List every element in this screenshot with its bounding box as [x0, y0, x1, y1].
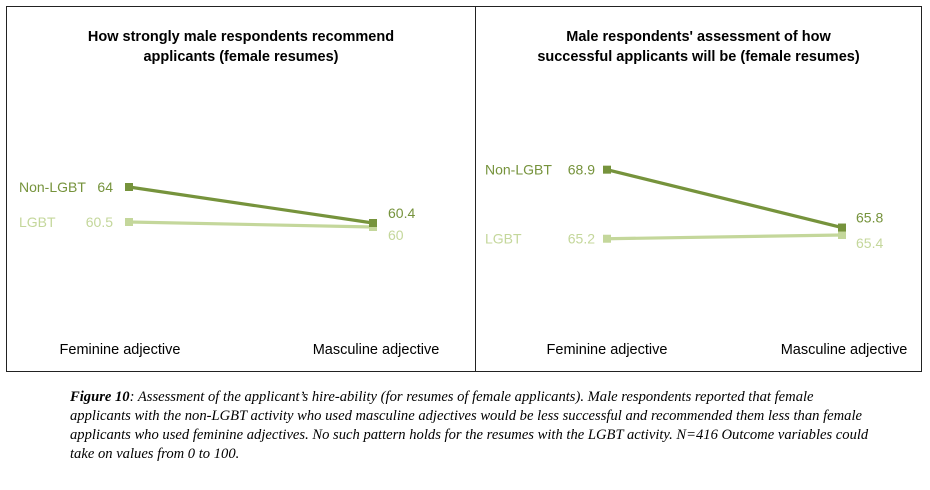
chart-plot-recommend: Non-LGBT 64 LGBT 60.5 60.4 60 Feminine adjecti… — [19, 179, 440, 358]
panel-divider — [475, 7, 476, 371]
data-point-marker — [838, 231, 846, 239]
data-label: 65.2 — [568, 231, 595, 247]
figure-caption: Figure 10: Assessment of the applicant’s… — [70, 388, 870, 464]
chart-title-line: Male respondents' assessment of how — [566, 29, 831, 45]
series-name-label: LGBT — [19, 214, 56, 230]
data-label: 60.5 — [86, 214, 113, 230]
data-point-marker — [125, 218, 133, 226]
data-point-marker — [369, 219, 377, 227]
figure-frame: How strongly male respondents recommend … — [6, 6, 922, 372]
data-label: 65.4 — [856, 235, 883, 251]
data-point-marker — [838, 223, 846, 232]
series-line-lgbt — [128, 220, 374, 229]
data-point-marker — [125, 183, 133, 191]
data-point-marker — [603, 165, 611, 174]
series-name-label: LGBT — [485, 231, 522, 247]
chart-title: Male respondents' assessment of how succ… — [476, 27, 921, 67]
chart-title-line: successful applicants will be (female re… — [537, 49, 860, 65]
x-category-label: Masculine adjective — [781, 342, 908, 358]
series-name-label: Non-LGBT — [485, 162, 552, 178]
chart-plot-success: Non-LGBT 68.9 LGBT 65.2 65.8 65.4 Feminine adj… — [485, 162, 908, 358]
x-category-label: Feminine adjective — [60, 342, 181, 358]
series-line-non-lgbt — [128, 185, 374, 225]
data-point-marker — [603, 234, 611, 243]
chart-panel-success: Male respondents' assessment of how succ… — [476, 7, 921, 371]
data-label: 68.9 — [568, 162, 595, 178]
chart-title: How strongly male respondents recommend … — [7, 27, 475, 67]
series-line-lgbt — [606, 233, 843, 241]
chart-title-line: How strongly male respondents recommend — [87, 29, 395, 45]
chart-title-line: applicants (female resumes) — [143, 49, 339, 65]
series-name-label: Non-LGBT — [19, 179, 86, 195]
caption-text: : Assessment of the applicant’s hire-abi… — [70, 389, 869, 462]
x-category-label: Masculine adjective — [313, 342, 440, 358]
caption-label: Figure 10 — [70, 389, 130, 405]
data-label: 60 — [388, 227, 404, 243]
data-label: 65.8 — [856, 210, 883, 226]
x-category-label: Feminine adjective — [547, 342, 668, 358]
data-label: 64 — [97, 179, 113, 195]
series-line-non-lgbt — [606, 168, 843, 230]
chart-panel-recommend: How strongly male respondents recommend … — [7, 7, 475, 371]
data-label: 60.4 — [388, 205, 415, 221]
